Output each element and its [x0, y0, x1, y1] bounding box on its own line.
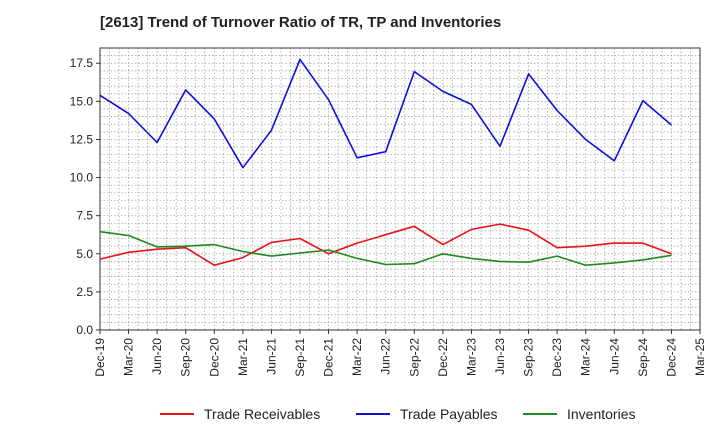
- x-tick-label: Dec-22: [436, 338, 450, 377]
- y-tick-label: 7.5: [76, 209, 93, 223]
- y-tick-label: 5.0: [76, 247, 93, 261]
- x-tick-label: Sep-24: [636, 338, 650, 377]
- x-tick-label: Mar-22: [350, 338, 364, 376]
- x-tick-label: Dec-23: [550, 338, 564, 377]
- x-tick-label: Jun-21: [264, 338, 278, 375]
- y-tick-label: 17.5: [70, 56, 94, 70]
- x-tick-label: Jun-22: [379, 338, 393, 375]
- x-tick-label: Jun-20: [150, 338, 164, 375]
- series-line-trade-receivables: [99, 223, 672, 267]
- legend-label: Trade Payables: [400, 406, 498, 422]
- y-tick-label: 15.0: [70, 94, 94, 108]
- chart-title: [2613] Trend of Turnover Ratio of TR, TP…: [100, 14, 502, 31]
- x-tick-label: Sep-23: [522, 338, 536, 377]
- legend-label: Inventories: [567, 406, 635, 422]
- y-tick-label: 2.5: [76, 285, 93, 299]
- x-tick-label: Jun-24: [607, 338, 621, 375]
- x-tick-label: Sep-20: [179, 338, 193, 377]
- x-tick-label: Mar-23: [464, 338, 478, 376]
- x-tick-label: Dec-20: [207, 338, 221, 377]
- x-tick-label: Sep-22: [407, 338, 421, 377]
- x-tick-label: Dec-24: [664, 338, 678, 377]
- series-line-trade-payables: [99, 58, 672, 169]
- x-tick-label: Mar-25: [693, 338, 707, 376]
- plot-area: [100, 48, 700, 330]
- x-tick-label: Dec-21: [322, 338, 336, 377]
- x-tick-label: Dec-19: [93, 338, 107, 377]
- plot-border: [99, 47, 701, 331]
- y-tick-label: 10.0: [70, 171, 94, 185]
- series-line-inventories: [99, 230, 672, 267]
- x-tick-label: Mar-24: [579, 338, 593, 376]
- x-tick-label: Jun-23: [493, 338, 507, 375]
- x-tick-label: Mar-21: [236, 338, 250, 376]
- x-tick-label: Sep-21: [293, 338, 307, 377]
- y-tick-label: 12.5: [70, 132, 94, 146]
- y-tick-label: 0.0: [76, 323, 93, 337]
- legend-label: Trade Receivables: [204, 406, 320, 422]
- x-tick-label: Mar-20: [122, 338, 136, 376]
